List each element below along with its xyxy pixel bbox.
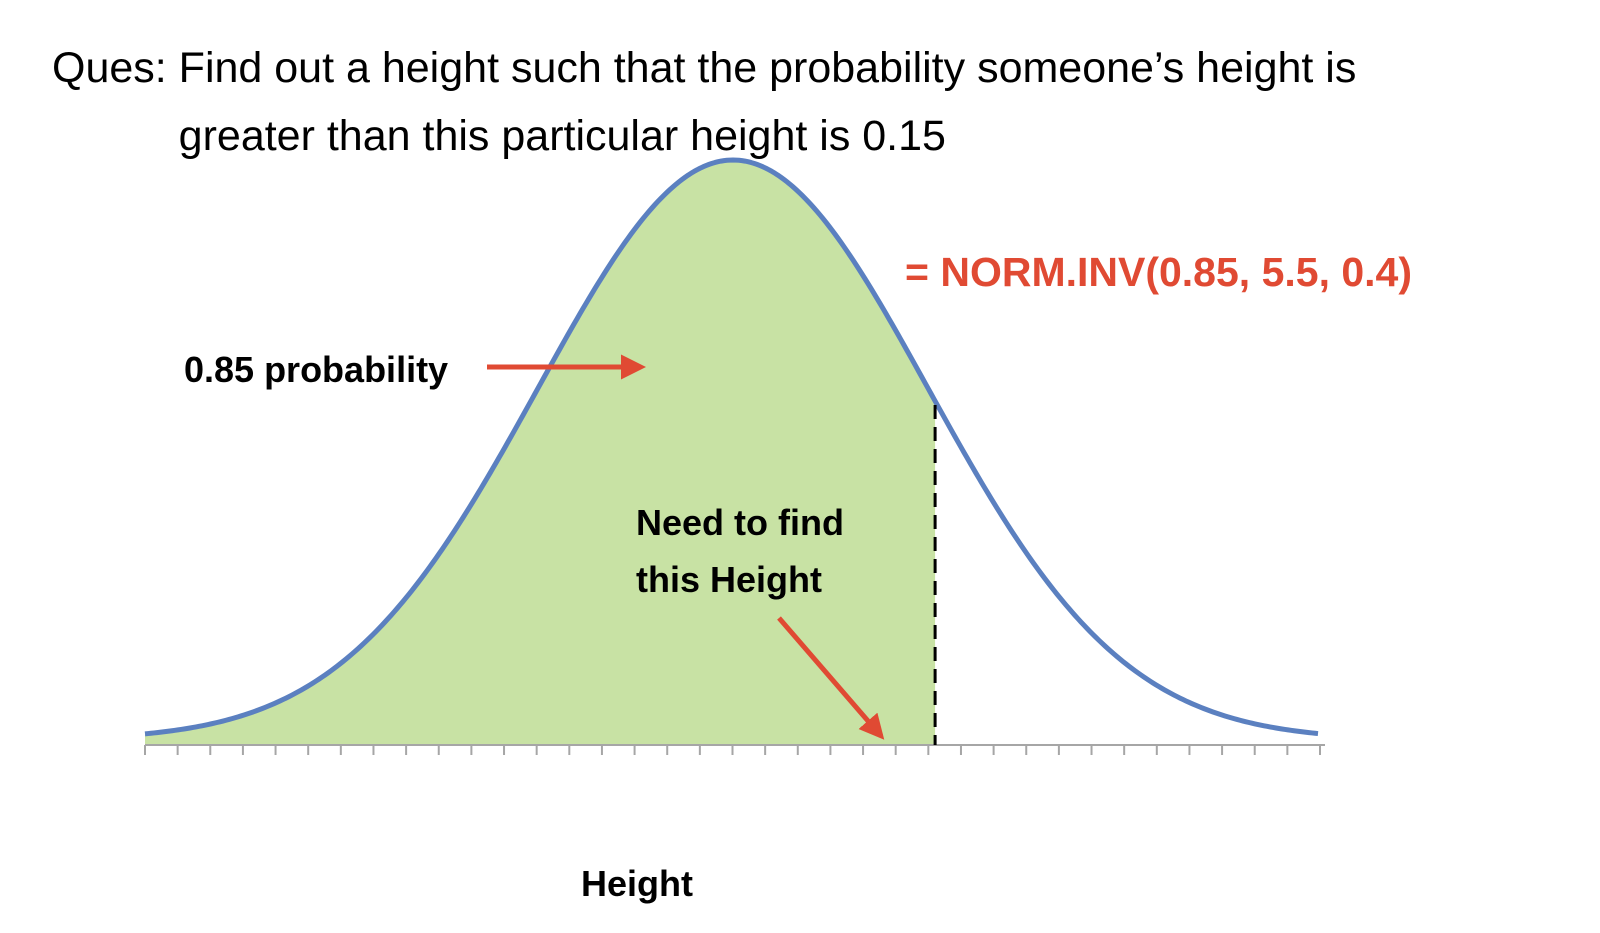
probability-label: 0.85 probability (184, 349, 448, 390)
need-to-find-line2: this Height (636, 559, 822, 600)
question-prefix: Ques: (52, 44, 179, 92)
need-to-find-line1: Need to find (636, 502, 844, 543)
norm-inv-formula: = NORM.INV(0.85, 5.5, 0.4) (905, 249, 1412, 295)
question-text: Ques: Find out a height such that the pr… (52, 34, 1439, 170)
shaded-probability-area (145, 160, 936, 744)
x-axis-label: Height (581, 863, 693, 904)
question-body: Find out a height such that the probabil… (178, 44, 1357, 160)
normal-curve (144, 157, 1319, 737)
x-axis (144, 744, 1325, 755)
height-pointer-arrow (777, 616, 885, 740)
